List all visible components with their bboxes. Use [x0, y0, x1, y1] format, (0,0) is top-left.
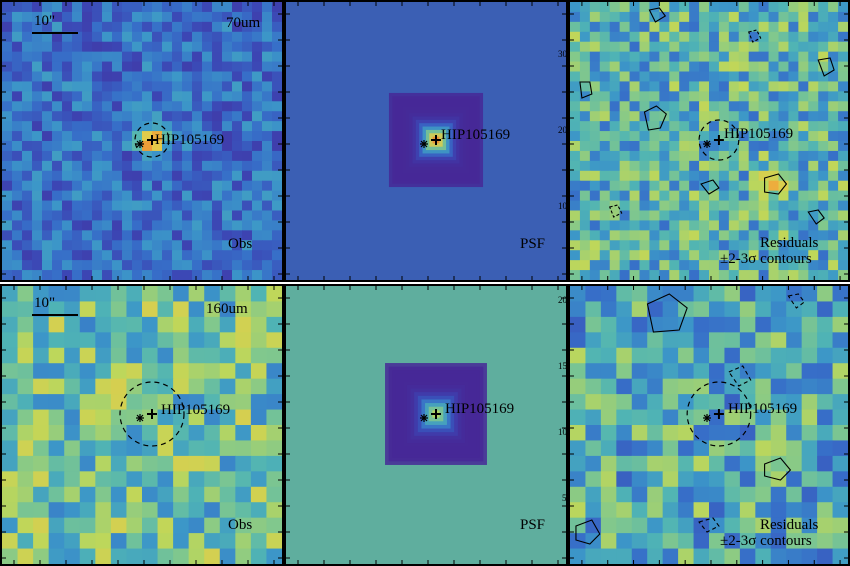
image-160um-psf	[286, 286, 566, 564]
tick-label: 10	[558, 427, 567, 437]
target-label: HIP105169	[445, 401, 515, 417]
panel-label-obs: Obs	[228, 236, 253, 252]
tick-label: 5	[562, 493, 567, 503]
band-label-70um: 70um	[226, 15, 261, 31]
panel-160um-obs: 10" 160um HIP105169 Obs	[0, 284, 284, 566]
target-label: HIP105169	[728, 401, 798, 417]
target-label: HIP105169	[441, 127, 511, 143]
target-label: HIP105169	[724, 126, 794, 142]
image-70um-obs	[2, 2, 282, 280]
panel-70um-psf: 30 20 10 HIP105169 PSF	[284, 0, 568, 282]
panel-label-contours: ±2-3σ contours	[720, 533, 812, 549]
image-70um-psf	[286, 2, 566, 280]
target-label: HIP105169	[161, 402, 231, 418]
tick-label: 10	[558, 201, 567, 211]
tick-label: 15	[558, 361, 567, 371]
panel-160um-residuals: HIP105169 Residuals ±2-3σ contours	[568, 284, 850, 566]
tick-label: 30	[558, 49, 567, 59]
scale-bar-label: 10"	[34, 295, 56, 311]
tick-label: 20	[558, 295, 567, 305]
panel-label-residuals: Residuals	[760, 235, 819, 251]
panel-label-psf: PSF	[520, 517, 546, 533]
panel-label-contours: ±2-3σ contours	[720, 251, 812, 267]
scale-bar-label: 10"	[34, 13, 56, 29]
panel-label-residuals: Residuals	[760, 517, 819, 533]
target-label: HIP105169	[155, 132, 225, 148]
panel-label-psf: PSF	[520, 236, 546, 252]
image-160um-obs	[2, 286, 282, 564]
panel-160um-psf: 20 15 10 5 HIP105169 PSF	[284, 284, 568, 566]
scale-bar	[32, 32, 78, 34]
panel-70um-residuals: HIP105169 Residuals ±2-3σ contours	[568, 0, 850, 282]
image-70um-residuals	[570, 2, 848, 280]
band-label-160um: 160um	[206, 301, 248, 317]
panel-70um-obs: 10" 70um HIP105169 Obs	[0, 0, 284, 282]
image-160um-residuals	[570, 286, 848, 564]
scale-bar	[32, 314, 78, 316]
panel-label-obs: Obs	[228, 517, 253, 533]
tick-label: 20	[558, 125, 567, 135]
